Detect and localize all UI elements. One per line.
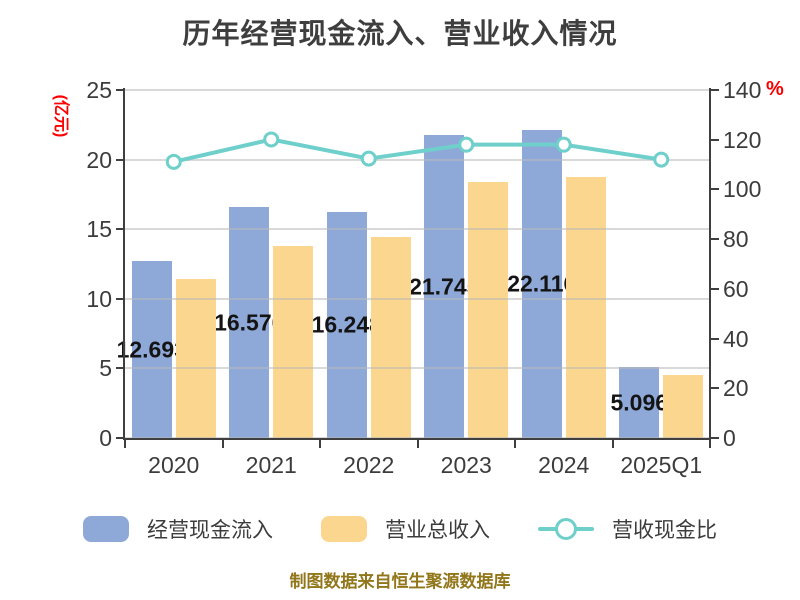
cash-inflow-bar <box>619 367 660 438</box>
right-axis-line <box>709 88 711 440</box>
y-tick-label-right: 120 <box>723 126 762 153</box>
y-tick-label-left: 10 <box>86 285 112 312</box>
right-axis-tick <box>710 188 719 191</box>
y-tick-label-left: 20 <box>86 146 112 173</box>
bottom-axis-tick <box>319 440 321 448</box>
bar-value-label: 5.096 <box>610 389 669 416</box>
right-axis-tick <box>710 287 719 290</box>
line-marker <box>263 131 280 148</box>
gridline <box>125 297 710 300</box>
x-tick-label: 2021 <box>245 452 297 478</box>
legend-item-cash-inflow: 经营现金流入 <box>83 514 273 544</box>
y-tick-label-right: 100 <box>723 176 762 203</box>
legend-item-revenue: 营业总收入 <box>321 514 490 544</box>
cash-inflow-bar <box>424 135 465 438</box>
line-marker <box>653 151 670 168</box>
left-axis-tick <box>116 228 125 231</box>
line-marker <box>458 136 475 153</box>
revenue-bar <box>565 177 606 438</box>
data-source-note: 制图数据来自恒生聚源数据库 <box>289 572 511 591</box>
bar-value-label: 22.116 <box>507 270 577 297</box>
right-axis-unit-label: % <box>766 78 784 100</box>
x-tick-label: 2025Q1 <box>620 452 703 478</box>
legend-item-ratio: 营收现金比 <box>538 514 717 544</box>
left-axis-tick <box>116 89 125 91</box>
bottom-axis-tick <box>221 440 224 448</box>
legend: 经营现金流入 营业总收入 营收现金比 <box>0 514 800 544</box>
y-tick-label-right: 80 <box>723 226 749 253</box>
y-tick-label-right: 60 <box>723 275 749 302</box>
revenue-bar <box>468 181 509 438</box>
y-tick-label-right: 140 <box>723 77 762 103</box>
ratio-line-marker-icon <box>538 516 594 542</box>
bottom-axis-tick <box>709 440 711 448</box>
bar-value-label: 16.570 <box>214 309 285 336</box>
cash-inflow-bar <box>326 211 367 438</box>
y-tick-label-left: 0 <box>99 425 112 451</box>
right-axis-tick <box>710 138 719 141</box>
line-marker <box>165 153 182 170</box>
cash-inflow-bar <box>131 261 172 438</box>
x-tick-label: 2024 <box>538 452 590 478</box>
y-tick-label-left: 5 <box>99 355 112 382</box>
bottom-axis-line <box>123 438 711 440</box>
bottom-axis-tick <box>611 440 614 448</box>
bottom-axis-tick <box>514 440 516 448</box>
left-axis-tick <box>116 437 125 439</box>
y-tick-label-left: 25 <box>86 77 112 103</box>
right-axis-tick <box>710 238 719 241</box>
right-axis-tick <box>710 387 719 390</box>
x-tick-label: 2022 <box>343 452 395 478</box>
legend-label-ratio: 营收现金比 <box>612 519 717 542</box>
gridline <box>125 158 710 161</box>
left-axis-tick <box>116 367 125 370</box>
right-axis-tick <box>710 437 719 439</box>
cash-inflow-swatch-icon <box>83 516 129 542</box>
line-marker <box>360 150 377 167</box>
left-axis-tick <box>116 158 125 161</box>
revenue-bar <box>273 245 314 438</box>
line-marker <box>555 136 572 153</box>
y-tick-label-right: 40 <box>723 325 749 352</box>
left-axis-line <box>123 88 125 440</box>
gridline <box>125 89 710 91</box>
y-tick-label-right: 20 <box>723 375 749 402</box>
revenue-bar <box>175 278 216 438</box>
chart-title: 历年经营现金流入、营业收入情况 <box>182 18 618 49</box>
right-axis-tick <box>710 89 719 91</box>
legend-label-revenue: 营业总收入 <box>385 519 490 542</box>
cash-inflow-bar <box>521 130 562 438</box>
x-tick-label: 2020 <box>148 452 200 478</box>
gridline <box>125 228 710 231</box>
y-tick-label-right: 0 <box>723 425 736 451</box>
revenue-bar <box>663 374 704 438</box>
cash-inflow-bar <box>229 207 270 438</box>
bottom-axis-tick <box>124 440 126 448</box>
right-axis-tick <box>710 337 719 340</box>
bar-value-label: 16.248 <box>311 311 382 338</box>
bar-value-label: 21.745 <box>409 273 480 300</box>
bottom-axis-tick <box>416 440 419 448</box>
revenue-swatch-icon <box>321 516 367 542</box>
y-tick-label-left: 15 <box>86 216 112 243</box>
gridline <box>125 367 710 370</box>
left-axis-tick <box>116 297 125 300</box>
revenue-bar <box>370 236 411 438</box>
legend-label-cash-inflow: 经营现金流入 <box>147 519 273 542</box>
bar-value-label: 12.693 <box>116 336 187 363</box>
ratio-line <box>173 137 662 164</box>
x-tick-label: 2023 <box>440 452 492 478</box>
ratio-line-chart <box>165 131 670 170</box>
